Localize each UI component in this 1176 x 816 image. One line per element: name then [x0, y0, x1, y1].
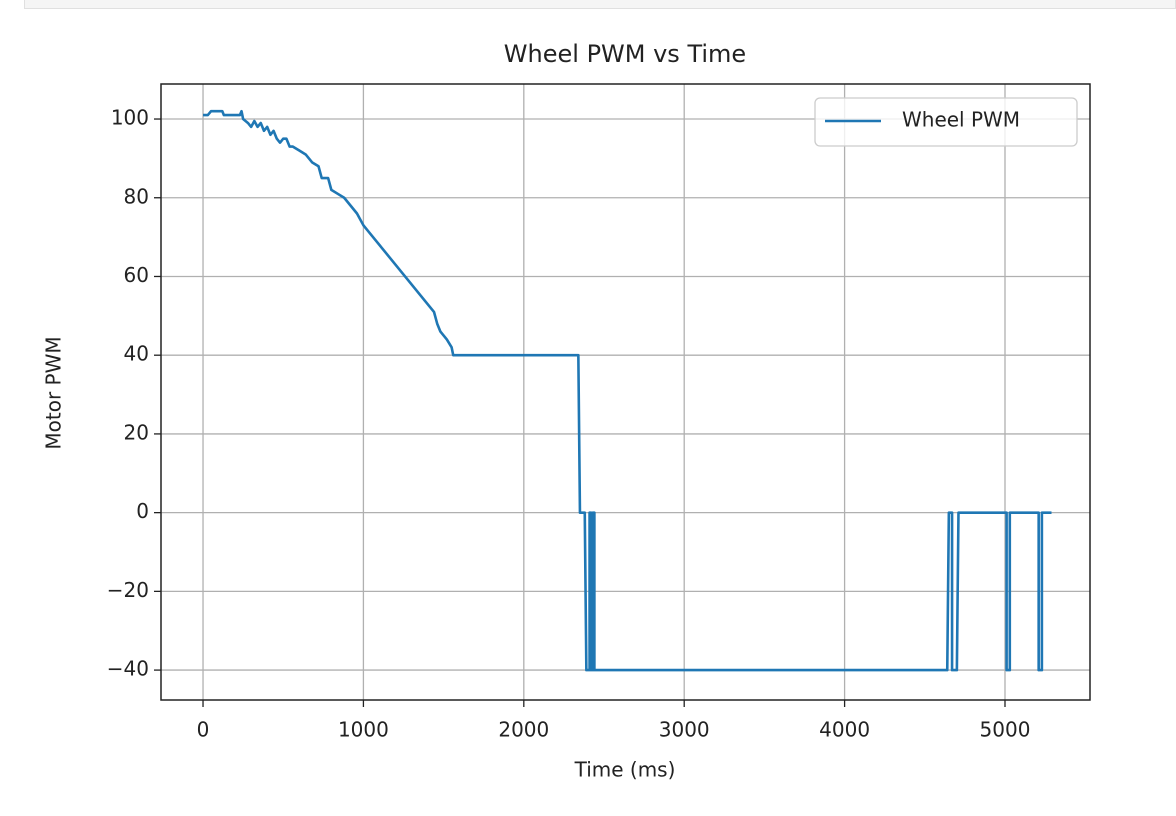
legend-label: Wheel PWM: [902, 108, 1020, 132]
x-tick-label: 4000: [819, 718, 870, 742]
y-tick-label: 80: [124, 184, 149, 208]
y-tick-label: 20: [124, 420, 149, 444]
axes-frame: [160, 83, 1091, 701]
chart-title: Wheel PWM vs Time: [504, 40, 746, 68]
y-tick-label: 0: [136, 499, 149, 523]
y-tick-label: −20: [107, 578, 149, 602]
x-tick-label: 3000: [659, 718, 710, 742]
x-tick-label: 1000: [338, 718, 389, 742]
x-axis-label: Time (ms): [574, 758, 676, 782]
legend-box: [814, 97, 1078, 147]
y-tick-label: 60: [124, 263, 149, 287]
x-tick-label: 2000: [498, 718, 549, 742]
y-tick-label: 40: [124, 342, 149, 366]
y-axis-label: Motor PWM: [42, 336, 66, 449]
y-tick-label: −40: [107, 657, 149, 681]
x-tick-label: 0: [197, 718, 210, 742]
x-tick-label: 5000: [980, 718, 1031, 742]
y-tick-label: 100: [111, 106, 149, 130]
data-line: [203, 109, 1052, 672]
